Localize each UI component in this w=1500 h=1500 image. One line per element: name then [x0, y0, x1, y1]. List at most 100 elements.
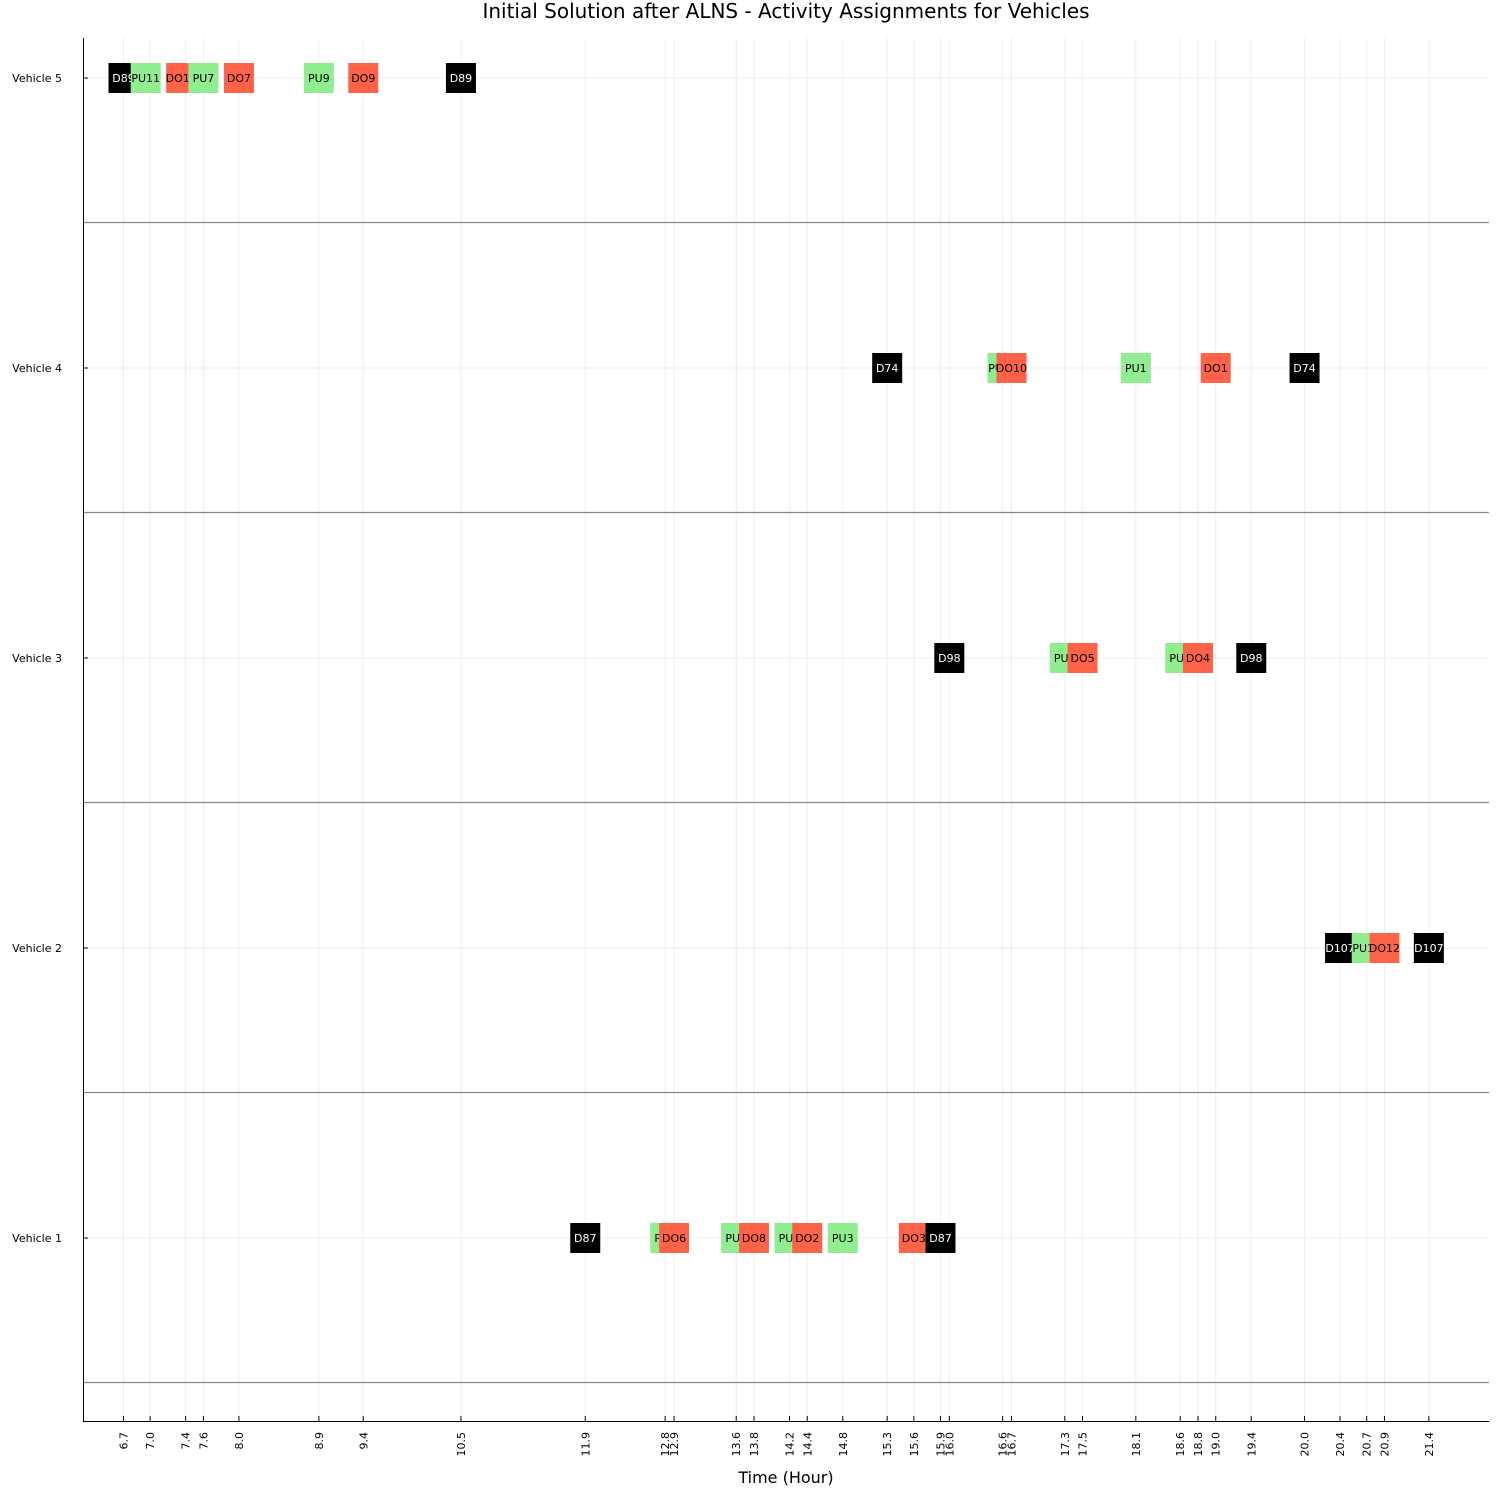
x-tick-label: 14.8 — [837, 1432, 850, 1457]
vehicle-lane: D74PU10DO10PU1DO1D74 — [872, 353, 1320, 383]
activity-label: DO8 — [742, 1232, 766, 1245]
activity-bar-pickup — [1120, 353, 1151, 383]
activity-bar-depot — [925, 1223, 956, 1253]
y-tick-labels: Vehicle 5 Vehicle 4 Vehicle 3 Vehicle 2 Vehi… — [12, 72, 62, 1245]
activity-label: D74 — [1293, 362, 1315, 375]
activity-bar-pickup — [827, 1223, 858, 1253]
activity-label: DO6 — [662, 1232, 686, 1245]
vehicle-lane: D87PU6DO6PU8DO8PU2DO2PU3DO3D87 — [570, 1223, 956, 1253]
activity-label: D98 — [938, 652, 960, 665]
x-tick-label: 13.6 — [730, 1432, 743, 1457]
x-tick-label: 7.0 — [144, 1432, 157, 1450]
grid-layer — [83, 38, 1489, 1421]
x-tick-label: 15.9 — [934, 1432, 947, 1457]
activity-label: D89 — [450, 72, 472, 85]
activity-bar-depot — [1413, 933, 1444, 963]
activity-label: D89 — [112, 72, 134, 85]
activity-label: D87 — [574, 1232, 596, 1245]
x-tick-label: 20.7 — [1361, 1432, 1374, 1457]
activity-bar-dropoff — [659, 1223, 690, 1253]
activity-bar-dropoff — [1200, 353, 1231, 383]
activity-label: DO2 — [795, 1232, 819, 1245]
x-tick-label: 15.6 — [908, 1432, 921, 1457]
activity-bar-dropoff — [996, 353, 1027, 383]
activity-bar-depot — [1236, 643, 1267, 673]
x-tick-label: 16.6 — [997, 1432, 1010, 1457]
x-tick-label: 21.4 — [1423, 1432, 1436, 1457]
x-tick-label: 14.2 — [784, 1432, 797, 1457]
activity-label: DO10 — [996, 362, 1027, 375]
activity-label: D87 — [929, 1232, 951, 1245]
activity-label: D98 — [1240, 652, 1262, 665]
activity-label: DO1 — [1204, 362, 1228, 375]
axes — [83, 38, 1489, 1422]
x-tick-label: 13.8 — [748, 1432, 761, 1457]
x-tick-label: 18.6 — [1174, 1432, 1187, 1457]
activity-label: DO7 — [227, 72, 251, 85]
x-tick-label: 14.4 — [801, 1432, 814, 1457]
activity-bar-depot — [934, 643, 965, 673]
activity-bar-dropoff — [223, 63, 254, 93]
x-tick-label: 20.0 — [1299, 1432, 1312, 1457]
x-tick-label: 16.7 — [1006, 1432, 1019, 1457]
x-tick-label: 6.7 — [118, 1432, 131, 1450]
activity-bar-depot — [1289, 353, 1320, 383]
activity-bars: D89PU11DO11PU7DO7PU9DO9D89D74PU10DO10PU1… — [108, 63, 1444, 1253]
activity-label: DO3 — [902, 1232, 926, 1245]
activity-bar-pickup — [188, 63, 219, 93]
x-tick-label: 7.4 — [180, 1432, 193, 1450]
x-tick-label: 12.8 — [659, 1432, 672, 1457]
activity-bar-dropoff — [1369, 933, 1400, 963]
activity-label: D107 — [1325, 942, 1354, 955]
x-tick-label: 16.0 — [943, 1432, 956, 1457]
x-tick-label: 17.3 — [1059, 1432, 1072, 1457]
vehicle-label: Vehicle 1 — [12, 1232, 62, 1245]
x-tick-label: 19.4 — [1245, 1432, 1258, 1457]
x-tick-label: 19.0 — [1210, 1432, 1223, 1457]
lane-separators — [83, 221, 1489, 1384]
chart-title: Initial Solution after ALNS - Activity A… — [482, 0, 1089, 23]
activity-label: DO5 — [1070, 652, 1094, 665]
activity-label: DO4 — [1186, 652, 1210, 665]
x-tick-label: 10.5 — [455, 1432, 468, 1457]
activity-bar-dropoff — [738, 1223, 769, 1253]
x-axis-label: Time (Hour) — [737, 1468, 833, 1487]
x-tick-label: 8.9 — [313, 1432, 326, 1450]
x-tick-label: 15.3 — [881, 1432, 894, 1457]
x-tick-labels: 6.7 7.0 7.4 7.6 8.0 8.9 9.4 10.5 11.9 12.812.9 13.… — [118, 1432, 1436, 1457]
vehicle-label: Vehicle 2 — [12, 942, 62, 955]
x-tick-label: 12.9 — [668, 1432, 681, 1457]
x-tick-label: 7.6 — [197, 1432, 210, 1450]
x-tick-label: 20.9 — [1378, 1432, 1391, 1457]
activity-bar-dropoff — [1067, 643, 1098, 673]
activity-bar-depot — [445, 63, 476, 93]
activity-bar-pickup — [303, 63, 334, 93]
x-tick-label: 11.9 — [579, 1432, 592, 1457]
vehicle-label: Vehicle 3 — [12, 652, 62, 665]
activity-label: PU1 — [1125, 362, 1147, 375]
activity-bar-dropoff — [348, 63, 379, 93]
activity-bar-dropoff — [1182, 643, 1213, 673]
activity-label: PU11 — [131, 72, 160, 85]
x-tick-label: 17.5 — [1077, 1432, 1090, 1457]
activity-label: PU9 — [308, 72, 330, 85]
activity-label: DO12 — [1369, 942, 1400, 955]
activity-bar-depot — [1325, 933, 1356, 963]
x-tick-label: 18.1 — [1130, 1432, 1143, 1457]
vehicle-label: Vehicle 4 — [12, 362, 62, 375]
activity-bar-depot — [570, 1223, 601, 1253]
x-tick-label: 18.8 — [1192, 1432, 1205, 1457]
vehicle-label: Vehicle 5 — [12, 72, 62, 85]
activity-bar-dropoff — [792, 1223, 823, 1253]
x-tick-label: 9.4 — [357, 1432, 370, 1450]
activity-bar-pickup — [130, 63, 161, 93]
x-tick-label: 20.4 — [1334, 1432, 1347, 1457]
activity-label: D74 — [876, 362, 898, 375]
x-tick-label: 8.0 — [233, 1432, 246, 1450]
activity-bar-dropoff — [898, 1223, 929, 1253]
activity-label: DO9 — [351, 72, 375, 85]
